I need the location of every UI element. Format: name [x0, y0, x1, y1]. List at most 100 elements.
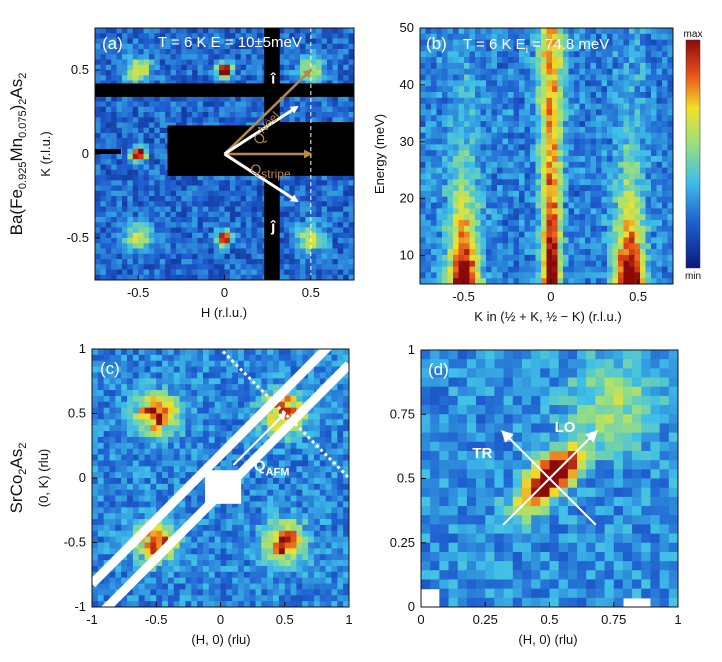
heat-cell [623, 115, 630, 122]
heat-cell [579, 86, 586, 93]
heat-cell [579, 109, 586, 116]
heat-cell [208, 59, 215, 66]
heat-cell [132, 366, 140, 374]
heat-cell [337, 196, 344, 202]
heat-cell [480, 225, 487, 233]
heat-cell [138, 390, 146, 397]
heat-cell [181, 70, 188, 76]
heat-cell [154, 248, 161, 255]
heat-cell [159, 33, 166, 40]
heat-cell [92, 401, 99, 409]
heat-cell [256, 274, 263, 280]
heat-cell [436, 144, 443, 151]
heat-cell [92, 601, 99, 607]
panel-c: -1 -0.5 0 0.5 1-1-0.500.51 (c) QAFM (H, 0) (… [7, 341, 353, 647]
heat-cell [546, 80, 553, 87]
heat-cell [92, 548, 99, 555]
heat-cell [327, 175, 334, 181]
heat-cell [502, 173, 509, 180]
heat-cell [100, 190, 107, 197]
annotation-a: T = 6 K E = 10±5meV [158, 34, 302, 51]
label-i-hat: î [270, 70, 276, 87]
heat-cell [436, 214, 443, 221]
heat-cell [656, 190, 663, 198]
heat-cell [491, 39, 498, 47]
heat-cell [640, 208, 647, 215]
heat-cell [310, 238, 317, 244]
heat-cell [202, 96, 209, 103]
heat-cell [480, 45, 487, 52]
heat-cell [283, 185, 290, 192]
heat-cell [524, 272, 531, 279]
heat-cell [502, 126, 509, 134]
heat-cell [431, 266, 438, 273]
heat-cell [585, 272, 592, 279]
heat-cell [202, 253, 209, 260]
heat-cell [219, 196, 226, 202]
heat-cell [121, 565, 128, 573]
heat-cell [121, 601, 128, 607]
heat-cell [651, 225, 658, 233]
heat-cell [618, 185, 625, 192]
heat-cell [143, 38, 150, 45]
heat-cell [662, 185, 669, 192]
heat-cell [634, 57, 641, 64]
heat-cell [348, 253, 354, 260]
heat-cell [524, 208, 531, 215]
heat-cell [192, 190, 199, 197]
heat-cell [109, 524, 116, 532]
heat-cell [127, 530, 134, 538]
heat-cell [100, 33, 107, 40]
heat-cell [316, 180, 323, 187]
heat-cell [251, 269, 258, 276]
heat-cell [300, 38, 307, 45]
heat-cell [150, 542, 157, 549]
heat-cell [497, 161, 504, 169]
heat-cell [508, 237, 515, 244]
heat-cell [508, 39, 515, 47]
heat-cell [170, 264, 177, 271]
heat-cell [420, 260, 427, 268]
heat-cell [332, 106, 339, 113]
heat-cell [579, 167, 586, 175]
heat-cell [585, 156, 592, 163]
heat-cell [175, 64, 182, 71]
heat-cell [229, 70, 236, 76]
heat-cell [458, 97, 465, 105]
heat-cell [585, 80, 592, 87]
heat-cell [343, 38, 350, 45]
heat-cell [447, 161, 454, 169]
heat-cell [97, 448, 105, 456]
heat-cell [541, 173, 548, 180]
heat-cell [348, 274, 354, 280]
heat-cell [634, 243, 641, 250]
heat-cell [431, 132, 438, 140]
heat-cell [585, 97, 592, 105]
heat-cell [337, 227, 344, 234]
heat-cell [132, 138, 139, 145]
heat-cell [97, 460, 105, 467]
heat-cell [219, 96, 226, 103]
heat-cell [458, 237, 465, 244]
heat-cell [464, 220, 471, 227]
heat-cell [144, 401, 152, 409]
heat-cell [667, 185, 673, 192]
heat-cell [143, 59, 150, 66]
heat-cell [596, 190, 603, 198]
heat-cell [208, 269, 215, 276]
heat-cell [469, 231, 476, 239]
heat-cell [436, 109, 443, 116]
heat-cell [162, 425, 169, 432]
heat-cell [156, 542, 163, 549]
heat-cell [651, 243, 658, 250]
heat-cell [148, 54, 155, 61]
heat-cell [563, 74, 570, 81]
heat-cell [289, 64, 296, 71]
heat-cell [192, 101, 199, 108]
heat-cell [596, 214, 603, 221]
heat-cell [127, 180, 134, 187]
heat-cell [327, 227, 334, 234]
heat-cell [585, 57, 592, 64]
heat-cell [310, 96, 317, 103]
heat-cell [170, 96, 177, 103]
